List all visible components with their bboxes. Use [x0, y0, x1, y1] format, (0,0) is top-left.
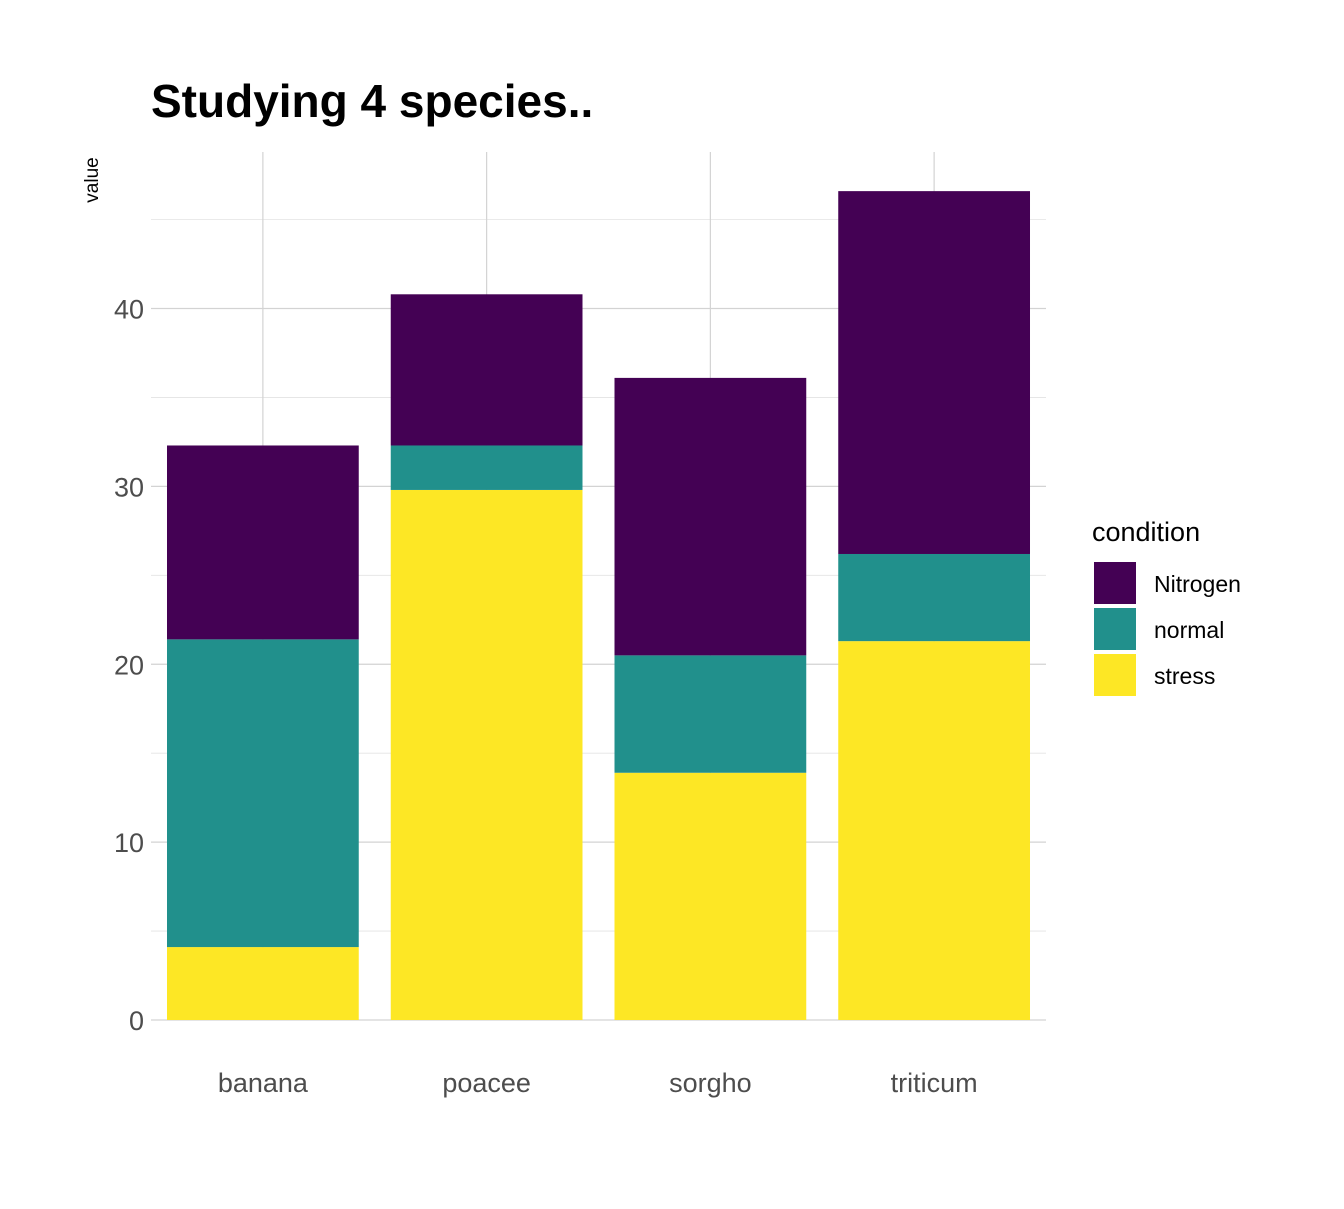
y-axis-label: value [82, 157, 103, 202]
bar-sorgho-normal [614, 655, 807, 773]
bar-banana-nitrogen [166, 445, 359, 640]
bar-sorgho-stress [614, 772, 807, 1020]
chart-title: Studying 4 species.. [151, 75, 593, 127]
bars [166, 191, 1031, 1020]
y-tick-label: 10 [114, 828, 144, 858]
legend-label-normal: normal [1154, 617, 1224, 643]
y-axis-ticks: 0 10 20 30 40 [114, 295, 144, 1036]
legend-label-nitrogen: Nitrogen [1154, 571, 1241, 597]
bar-sorgho-nitrogen [614, 377, 807, 656]
bar-triticum-nitrogen [838, 191, 1031, 554]
y-tick-label: 20 [114, 650, 144, 680]
legend: condition Nitrogen normal stress [1092, 517, 1241, 696]
bar-banana-stress [166, 947, 359, 1020]
x-tick-label: banana [218, 1068, 309, 1098]
x-tick-label: poacee [442, 1068, 531, 1098]
y-tick-label: 40 [114, 295, 144, 325]
bar-triticum-normal [838, 553, 1031, 642]
bar-triticum-stress [838, 641, 1031, 1020]
x-tick-label: sorgho [669, 1068, 752, 1098]
legend-swatch-stress [1094, 654, 1136, 696]
legend-title: condition [1092, 517, 1200, 547]
x-axis-ticks: banana poacee sorgho triticum [218, 1068, 978, 1098]
y-tick-label: 0 [129, 1006, 144, 1036]
legend-swatch-normal [1094, 608, 1136, 650]
bar-poacee-stress [390, 489, 583, 1020]
bar-poacee-normal [390, 445, 583, 490]
legend-label-stress: stress [1154, 663, 1215, 689]
bar-poacee-nitrogen [390, 294, 583, 446]
y-tick-label: 30 [114, 472, 144, 502]
x-tick-label: triticum [891, 1068, 978, 1098]
bar-banana-normal [166, 639, 359, 948]
legend-swatch-nitrogen [1094, 562, 1136, 604]
